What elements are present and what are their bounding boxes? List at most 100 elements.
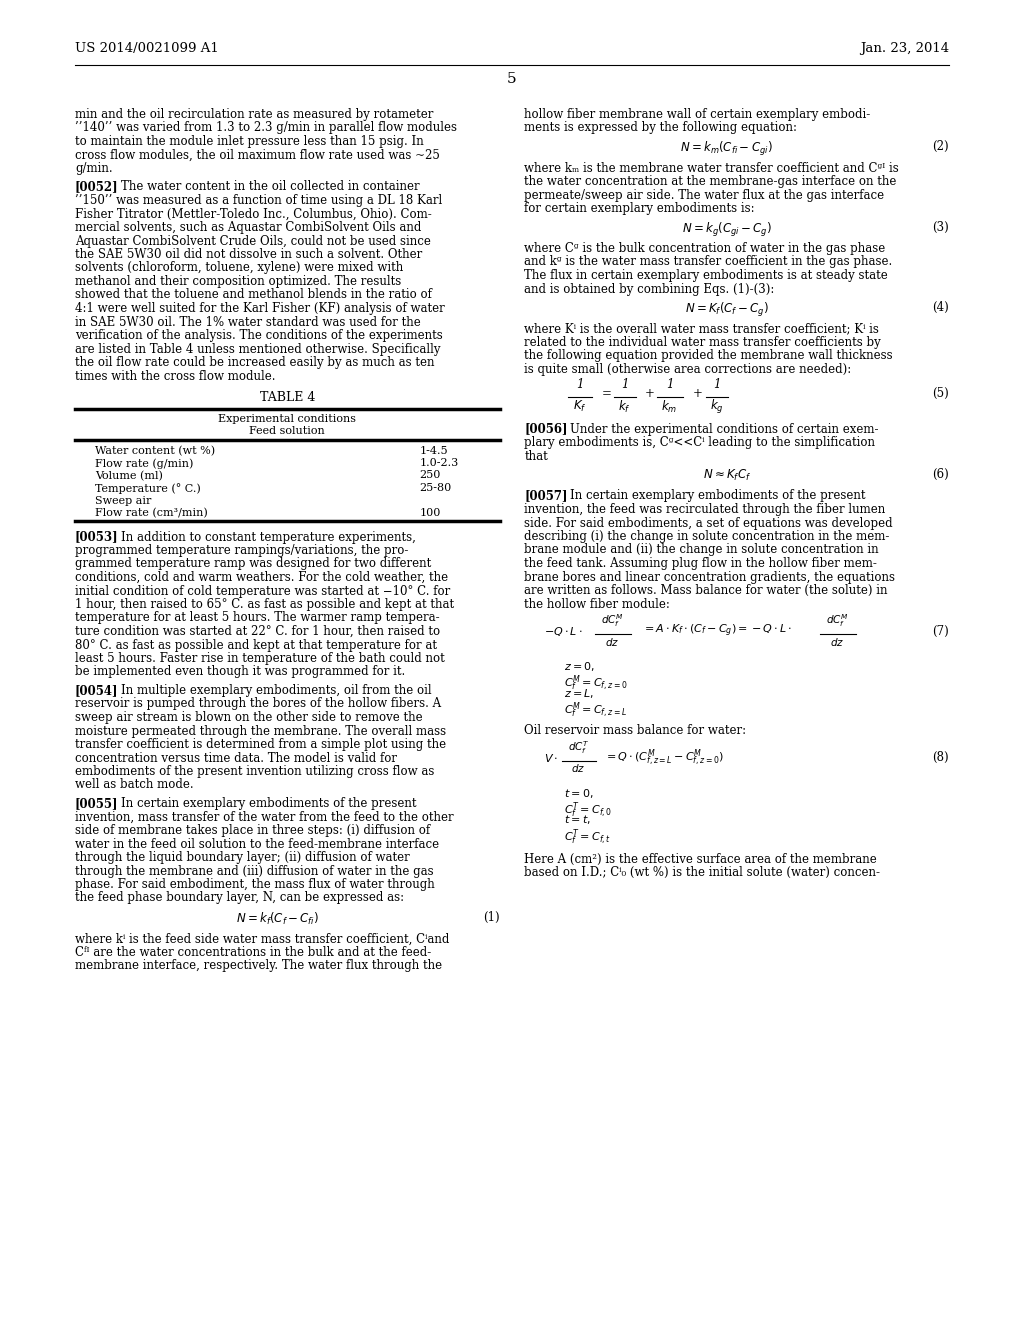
Text: g/min.: g/min. [75,162,113,176]
Text: Water content (wt %): Water content (wt %) [95,446,215,455]
Text: through the liquid boundary layer; (ii) diffusion of water: through the liquid boundary layer; (ii) … [75,851,410,865]
Text: 1: 1 [713,379,720,392]
Text: The flux in certain exemplary embodiments is at steady state: The flux in certain exemplary embodiment… [524,269,888,282]
Text: $V\cdot$: $V\cdot$ [545,751,559,763]
Text: US 2014/0021099 A1: US 2014/0021099 A1 [75,42,219,55]
Text: $N=k_m(C_{fi}-C_{gi})$: $N=k_m(C_{fi}-C_{gi})$ [680,140,773,158]
Text: [0055]: [0055] [75,797,119,810]
Text: showed that the toluene and methanol blends in the ratio of: showed that the toluene and methanol ble… [75,289,432,301]
Text: through the membrane and (iii) diffusion of water in the gas: through the membrane and (iii) diffusion… [75,865,433,878]
Text: 4:1 were well suited for the Karl Fisher (KF) analysis of water: 4:1 were well suited for the Karl Fisher… [75,302,444,315]
Text: 1: 1 [621,379,629,392]
Text: and kᵍ is the water mass transfer coefficient in the gas phase.: and kᵍ is the water mass transfer coeffi… [524,256,893,268]
Text: $-Q\cdot L\cdot$: $-Q\cdot L\cdot$ [545,624,584,638]
Text: describing (i) the change in solute concentration in the mem-: describing (i) the change in solute conc… [524,531,890,543]
Text: the following equation provided the membrane wall thickness: the following equation provided the memb… [524,350,893,363]
Text: where kₘ is the membrane water transfer coefficient and Cᵍᴵ is: where kₘ is the membrane water transfer … [524,161,899,174]
Text: where Cᵍ is the bulk concentration of water in the gas phase: where Cᵍ is the bulk concentration of wa… [524,242,886,255]
Text: ture condition was started at 22° C. for 1 hour, then raised to: ture condition was started at 22° C. for… [75,624,440,638]
Text: (1): (1) [483,911,500,924]
Text: Aquastar CombiSolvent Crude Oils, could not be used since: Aquastar CombiSolvent Crude Oils, could … [75,235,431,248]
Text: $C_f^T = C_{f,0}$: $C_f^T = C_{f,0}$ [564,800,612,820]
Text: (7): (7) [932,624,949,638]
Text: be implemented even though it was programmed for it.: be implemented even though it was progra… [75,665,406,678]
Text: +: + [644,387,654,400]
Text: 1 hour, then raised to 65° C. as fast as possible and kept at that: 1 hour, then raised to 65° C. as fast as… [75,598,454,611]
Text: $t = 0,$: $t = 0,$ [564,787,594,800]
Text: related to the individual water mass transfer coefficients by: related to the individual water mass tra… [524,337,882,348]
Text: to maintain the module inlet pressure less than 15 psig. In: to maintain the module inlet pressure le… [75,135,424,148]
Text: $N=K_f(C_f-C_g)$: $N=K_f(C_f-C_g)$ [685,301,769,319]
Text: Sweep air: Sweep air [95,495,152,506]
Text: Fisher Titrator (Mettler-Toledo Inc., Columbus, Ohio). Com-: Fisher Titrator (Mettler-Toledo Inc., Co… [75,207,432,220]
Text: Experimental conditions: Experimental conditions [218,413,356,424]
Text: [0053]: [0053] [75,531,119,544]
Text: temperature for at least 5 hours. The warmer ramp tempera-: temperature for at least 5 hours. The wa… [75,611,439,624]
Text: (2): (2) [933,140,949,153]
Text: +: + [692,387,702,400]
Text: 1-4.5: 1-4.5 [420,446,449,455]
Text: 25-80: 25-80 [420,483,452,492]
Text: hollow fiber membrane wall of certain exemplary embodi-: hollow fiber membrane wall of certain ex… [524,108,870,121]
Text: Here A (cm²) is the effective surface area of the membrane: Here A (cm²) is the effective surface ar… [524,853,878,866]
Text: Under the experimental conditions of certain exem-: Under the experimental conditions of cer… [570,422,879,436]
Text: $C_f^M = C_{f,z=0}$: $C_f^M = C_{f,z=0}$ [564,673,629,693]
Text: water in the feed oil solution to the feed-membrane interface: water in the feed oil solution to the fe… [75,837,439,850]
Text: $= A\cdot K_f \cdot(C_f-C_g) = -Q\cdot L\cdot$: $= A\cdot K_f \cdot(C_f-C_g) = -Q\cdot L… [642,623,793,639]
Text: side. For said embodiments, a set of equations was developed: side. For said embodiments, a set of equ… [524,516,893,529]
Text: where kⁱ is the feed side water mass transfer coefficient, Cⁱand: where kⁱ is the feed side water mass tra… [75,932,450,945]
Text: 100: 100 [420,508,441,517]
Text: $z = L,$: $z = L,$ [564,686,595,700]
Text: $dC_f^T$: $dC_f^T$ [567,739,589,755]
Text: Flow rate (g/min): Flow rate (g/min) [95,458,194,469]
Text: In certain exemplary embodiments of the present: In certain exemplary embodiments of the … [121,797,417,810]
Text: Cᶠᴵ are the water concentrations in the bulk and at the feed-: Cᶠᴵ are the water concentrations in the … [75,946,431,960]
Text: the feed phase boundary layer, N, can be expressed as:: the feed phase boundary layer, N, can be… [75,891,404,904]
Text: $N\approx K_f C_f$: $N\approx K_f C_f$ [702,469,751,483]
Text: $dC_f^M$: $dC_f^M$ [826,612,849,630]
Text: Flow rate (cm³/min): Flow rate (cm³/min) [95,508,208,519]
Text: [0054]: [0054] [75,684,119,697]
Text: (3): (3) [932,220,949,234]
Text: The water content in the oil collected in container: The water content in the oil collected i… [121,181,420,194]
Text: membrane interface, respectively. The water flux through the: membrane interface, respectively. The wa… [75,960,442,973]
Text: [0056]: [0056] [524,422,568,436]
Text: $= Q\cdot(C_{f,z=L}^M - C_{f,z=0}^M)$: $= Q\cdot(C_{f,z=L}^M - C_{f,z=0}^M)$ [603,747,723,768]
Text: Oil reservoir mass balance for water:: Oil reservoir mass balance for water: [524,723,746,737]
Text: embodiments of the present invention utilizing cross flow as: embodiments of the present invention uti… [75,766,434,777]
Text: TABLE 4: TABLE 4 [259,391,315,404]
Text: grammed temperature ramp was designed for two different: grammed temperature ramp was designed fo… [75,557,431,570]
Text: 80° C. as fast as possible and kept at that temperature for at: 80° C. as fast as possible and kept at t… [75,639,437,652]
Text: (5): (5) [932,387,949,400]
Text: in SAE 5W30 oil. The 1% water standard was used for the: in SAE 5W30 oil. The 1% water standard w… [75,315,421,329]
Text: the SAE 5W30 oil did not dissolve in such a solvent. Other: the SAE 5W30 oil did not dissolve in suc… [75,248,422,261]
Text: $N=k_f(C_f-C_{fi})$: $N=k_f(C_f-C_{fi})$ [236,911,318,927]
Text: $dz$: $dz$ [571,763,586,775]
Text: $C_f^M = C_{f,z=L}$: $C_f^M = C_{f,z=L}$ [564,701,628,721]
Text: $C_f^T = C_{f,t}$: $C_f^T = C_{f,t}$ [564,828,611,846]
Text: transfer coefficient is determined from a simple plot using the: transfer coefficient is determined from … [75,738,446,751]
Text: where Kⁱ is the overall water mass transfer coefficient; Kⁱ is: where Kⁱ is the overall water mass trans… [524,322,880,335]
Text: =: = [601,387,611,400]
Text: min and the oil recirculation rate as measured by rotameter: min and the oil recirculation rate as me… [75,108,433,121]
Text: verification of the analysis. The conditions of the experiments: verification of the analysis. The condit… [75,329,442,342]
Text: Temperature (° C.): Temperature (° C.) [95,483,201,494]
Text: invention, the feed was recirculated through the fiber lumen: invention, the feed was recirculated thr… [524,503,886,516]
Text: cross flow modules, the oil maximum flow rate used was ~25: cross flow modules, the oil maximum flow… [75,149,440,161]
Text: [0052]: [0052] [75,181,119,194]
Text: initial condition of cold temperature was started at −10° C. for: initial condition of cold temperature wa… [75,585,451,598]
Text: are written as follows. Mass balance for water (the solute) in: are written as follows. Mass balance for… [524,583,888,597]
Text: $t = t,$: $t = t,$ [564,813,591,826]
Text: Jan. 23, 2014: Jan. 23, 2014 [860,42,949,55]
Text: least 5 hours. Faster rise in temperature of the bath could not: least 5 hours. Faster rise in temperatur… [75,652,444,665]
Text: well as batch mode.: well as batch mode. [75,779,194,792]
Text: 1: 1 [666,379,673,392]
Text: that: that [524,450,548,462]
Text: $N=k_g(C_{gi}-C_g)$: $N=k_g(C_{gi}-C_g)$ [682,220,772,239]
Text: side of membrane takes place in three steps: (i) diffusion of: side of membrane takes place in three st… [75,824,430,837]
Text: permeate/sweep air side. The water flux at the gas interface: permeate/sweep air side. The water flux … [524,189,885,202]
Text: reservoir is pumped through the bores of the hollow fibers. A: reservoir is pumped through the bores of… [75,697,441,710]
Text: mercial solvents, such as Aquastar CombiSolvent Oils and: mercial solvents, such as Aquastar Combi… [75,220,421,234]
Text: methanol and their composition optimized. The results: methanol and their composition optimized… [75,275,401,288]
Text: 1: 1 [575,379,584,392]
